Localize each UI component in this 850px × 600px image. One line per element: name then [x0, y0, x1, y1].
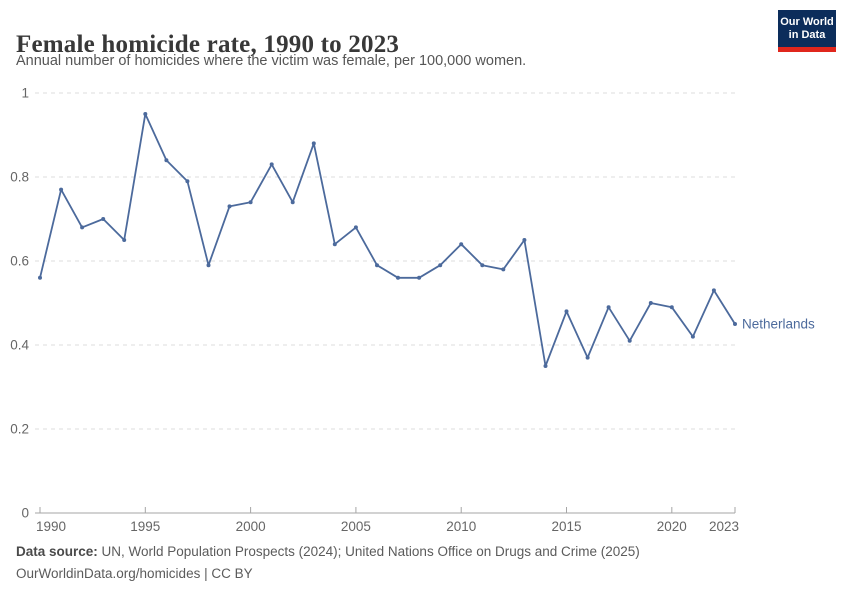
data-point[interactable] — [480, 263, 485, 268]
data-point[interactable] — [627, 338, 632, 343]
chart-subtitle: Annual number of homicides where the vic… — [16, 53, 527, 69]
data-point[interactable] — [227, 204, 232, 209]
data-point[interactable] — [80, 225, 85, 230]
chart-footer: Data source: UN, World Population Prospe… — [16, 541, 640, 584]
data-point[interactable] — [248, 200, 253, 205]
data-point[interactable] — [648, 301, 653, 305]
entity-label[interactable]: Netherlands — [742, 317, 815, 332]
data-point[interactable] — [669, 305, 674, 310]
owid-logo[interactable]: Our World in Data — [778, 10, 836, 52]
data-point[interactable] — [101, 217, 106, 221]
data-point[interactable] — [543, 364, 548, 368]
line-chart: 0 0.2 0.4 0.6 0.8 1 1990 1995 2000 2005 2010 2015 20… — [10, 86, 815, 535]
data-point[interactable] — [438, 263, 443, 268]
data-point[interactable] — [606, 305, 611, 310]
y-tick-label: 0 — [21, 506, 29, 521]
y-tick-label: 0.2 — [10, 422, 29, 437]
data-source-line: Data source: UN, World Population Prospe… — [16, 541, 640, 563]
x-tick-label: 2010 — [446, 519, 476, 534]
data-point[interactable] — [269, 162, 274, 167]
x-tick-label: 2000 — [236, 519, 266, 534]
y-tick-label: 1 — [21, 86, 29, 101]
page-title: Female homicide rate, 1990 to 2023 — [16, 30, 400, 58]
x-tick-label: 1995 — [130, 519, 160, 534]
data-point[interactable] — [122, 238, 127, 242]
data-point[interactable] — [290, 200, 295, 205]
y-tick-label: 0.8 — [10, 170, 29, 185]
data-point[interactable] — [143, 112, 148, 116]
data-point[interactable] — [417, 275, 422, 280]
data-point[interactable] — [690, 334, 695, 339]
data-point[interactable] — [311, 141, 316, 146]
x-tick-label: 2023 — [709, 519, 739, 534]
data-point[interactable] — [375, 263, 379, 268]
data-point[interactable] — [564, 309, 569, 314]
x-tick-label: 2005 — [341, 519, 371, 534]
data-point[interactable] — [396, 275, 400, 280]
owid-logo-line1: Our World — [780, 15, 834, 28]
data-point[interactable] — [733, 322, 737, 326]
y-tick-label: 0.6 — [10, 254, 29, 269]
series-line-netherlands[interactable] — [39, 113, 736, 367]
x-tick-label: 2020 — [657, 519, 687, 534]
data-point[interactable] — [332, 242, 337, 247]
data-point[interactable] — [206, 263, 211, 268]
data-source-text: UN, World Population Prospects (2024); U… — [97, 544, 640, 559]
x-tick-label: 2015 — [551, 519, 581, 534]
data-point[interactable] — [585, 355, 590, 360]
data-point[interactable] — [164, 158, 169, 163]
x-tick-label: 1990 — [36, 519, 66, 534]
data-point[interactable] — [522, 238, 527, 242]
owid-logo-line2: in Data — [788, 28, 826, 41]
data-point[interactable] — [353, 225, 358, 230]
data-point[interactable] — [59, 187, 64, 192]
data-point[interactable] — [38, 275, 42, 280]
license-line[interactable]: OurWorldinData.org/homicides | CC BY — [16, 565, 253, 581]
data-point[interactable] — [711, 288, 716, 293]
data-point[interactable] — [459, 242, 464, 247]
y-tick-label: 0.4 — [10, 338, 29, 353]
data-source-label: Data source: — [16, 544, 98, 559]
data-point[interactable] — [185, 179, 190, 184]
data-point[interactable] — [501, 267, 506, 272]
